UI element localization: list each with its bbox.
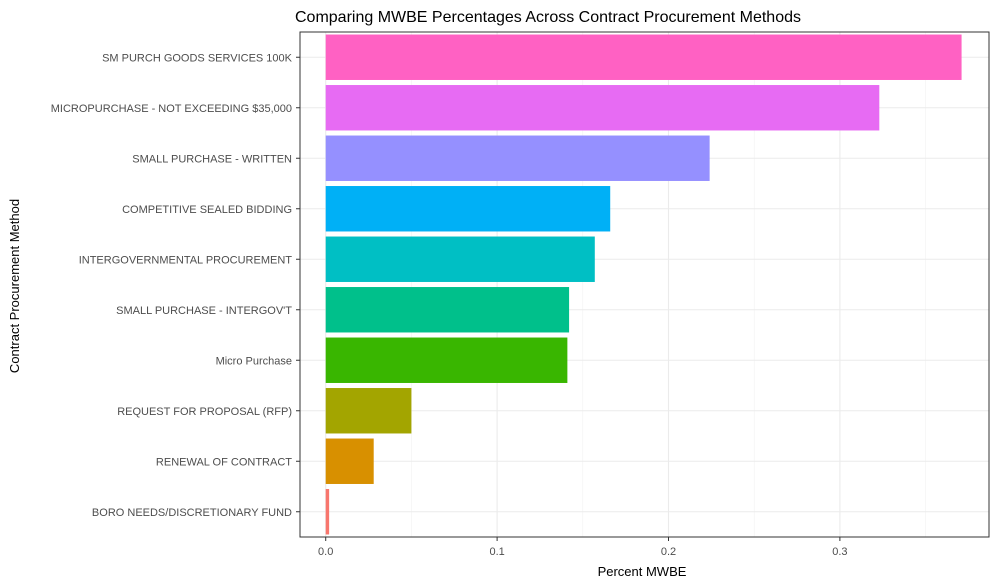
y-tick-label: SM PURCH GOODS SERVICES 100K [102,52,293,64]
bar [325,135,710,181]
bar [325,236,595,282]
bar [325,287,570,333]
bar [325,186,611,232]
bar [325,85,880,131]
bar [325,34,962,80]
y-tick-label: SMALL PURCHASE - INTERGOV'T [116,305,292,317]
y-tick-label: INTERGOVERNMENTAL PROCUREMENT [79,254,293,266]
x-tick-label: 0.3 [832,546,847,558]
y-axis-title: Contract Procurement Method [7,199,22,373]
y-tick-label: COMPETITIVE SEALED BIDDING [122,204,292,216]
y-tick-label: RENEWAL OF CONTRACT [156,456,292,468]
bar [325,337,568,383]
x-axis-title: Percent MWBE [598,564,687,579]
plot-border [299,31,990,538]
y-tick-labels: SM PURCH GOODS SERVICES 100K MICROPURCHAS… [51,52,300,519]
bar [325,489,330,535]
y-tick-label: MICROPURCHASE - NOT EXCEEDING $35,000 [51,103,292,115]
y-tick-label: SMALL PURCHASE - WRITTEN [132,153,292,165]
y-tick-label: REQUEST FOR PROPOSAL (RFP) [117,406,292,418]
y-tick-label: Micro Purchase [216,355,292,367]
chart-title: Comparing MWBE Percentages Across Contra… [295,9,801,26]
x-tick-label: 0.0 [318,546,333,558]
y-tick-label: BORO NEEDS/DISCRETIONARY FUND [92,507,292,519]
x-tick-labels: 0.0 0.1 0.2 0.3 [318,537,848,558]
bar [325,438,374,484]
bar [325,388,412,434]
bars [325,34,962,535]
x-tick-label: 0.1 [489,546,504,558]
x-tick-label: 0.2 [661,546,676,558]
